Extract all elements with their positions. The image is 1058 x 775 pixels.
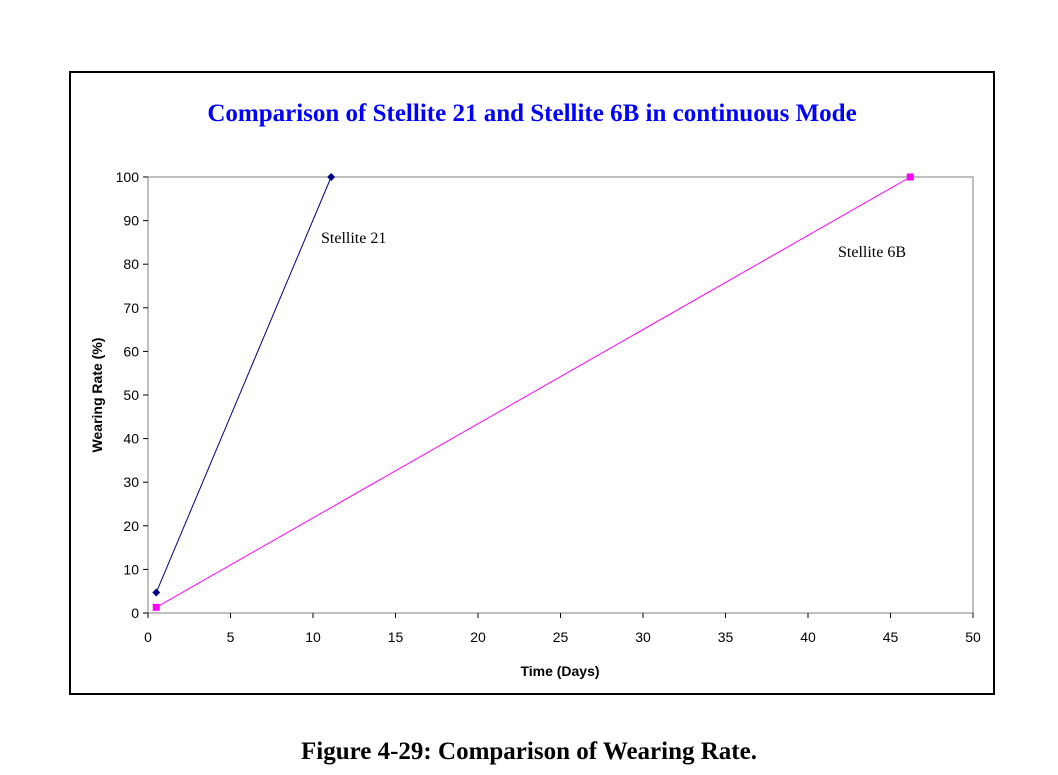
- chart-svg: Comparison of Stellite 21 and Stellite 6…: [89, 100, 981, 679]
- y-axis-label: Wearing Rate (%): [89, 338, 105, 453]
- figure-caption: Figure 4-29: Comparison of Wearing Rate.: [301, 738, 757, 765]
- series-line-stellite-6b: [156, 176, 911, 608]
- y-tick-label: 60: [123, 343, 139, 359]
- series-label-stellite-21: Stellite 21: [321, 230, 386, 247]
- y-tick-label: 90: [123, 213, 139, 229]
- series-layer: [152, 173, 914, 611]
- x-tick-label: 40: [800, 629, 816, 645]
- x-axis-label: Time (Days): [520, 663, 599, 679]
- x-tick-label: 45: [883, 629, 899, 645]
- chart-title: Comparison of Stellite 21 and Stellite 6…: [207, 100, 856, 127]
- y-tick-label: 0: [131, 605, 139, 621]
- y-tick-label: 40: [123, 431, 139, 447]
- y-tick-label: 20: [123, 518, 139, 534]
- x-tick-label: 10: [305, 629, 321, 645]
- y-tick-label: 30: [123, 474, 139, 490]
- x-tick-label: 50: [965, 629, 981, 645]
- series-line-stellite-21: [155, 176, 332, 593]
- data-point-stellite-6b: [906, 173, 914, 181]
- x-tick-label: 30: [635, 629, 651, 645]
- y-tick-label: 80: [123, 256, 139, 272]
- series-label-stellite-6b: Stellite 6B: [838, 244, 906, 261]
- x-tick-label: 20: [470, 629, 486, 645]
- y-tick-label: 50: [123, 387, 139, 403]
- chart-frame: Comparison of Stellite 21 and Stellite 6…: [69, 71, 995, 695]
- x-tick-label: 15: [388, 629, 404, 645]
- data-point-stellite-6b: [152, 603, 160, 611]
- y-tick-label: 100: [116, 169, 140, 185]
- x-tick-label: 35: [718, 629, 734, 645]
- y-tick-label: 10: [123, 561, 139, 577]
- y-axis: 0 10 20 30 40 50 60 70 80 90 100: [116, 169, 148, 621]
- y-tick-label: 70: [123, 300, 139, 316]
- x-tick-label: 0: [144, 629, 152, 645]
- x-axis: 0 5 10 15 20 25 30 35 40 45 50: [144, 613, 981, 645]
- data-point-stellite-21: [327, 173, 336, 181]
- x-tick-label: 25: [553, 629, 569, 645]
- plot-area: [147, 176, 974, 614]
- data-point-stellite-21: [152, 588, 161, 597]
- x-tick-label: 5: [227, 629, 235, 645]
